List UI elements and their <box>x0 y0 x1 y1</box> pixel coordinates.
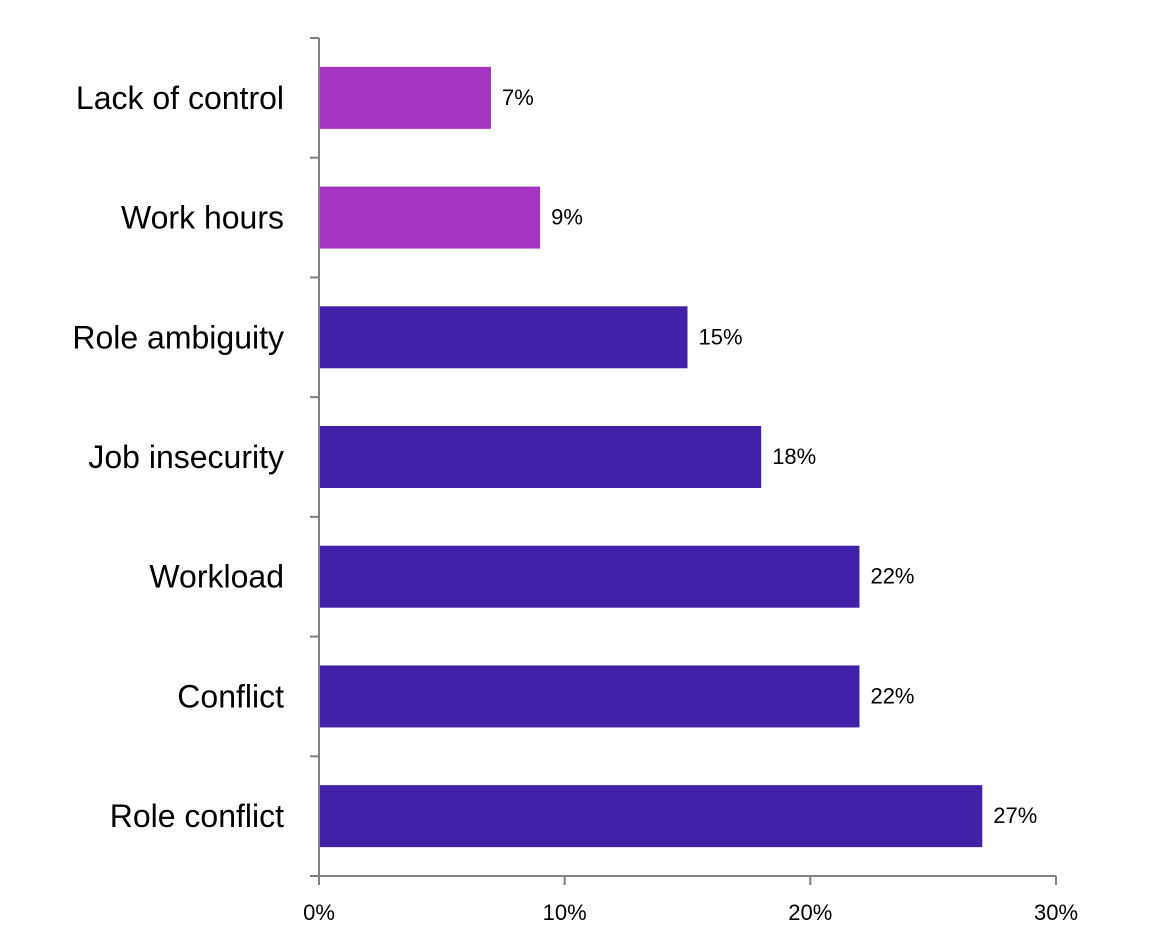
category-label: Work hours <box>121 200 284 236</box>
value-label: 27% <box>993 803 1037 828</box>
bar <box>320 306 688 369</box>
category-label: Role ambiguity <box>72 319 284 355</box>
bar <box>320 186 541 249</box>
value-labels-group: 7% 9% 15% 18% 22% 22% 27% <box>502 85 1037 828</box>
bars-group <box>320 66 983 848</box>
value-label: 22% <box>870 564 914 589</box>
value-label: 15% <box>699 324 743 349</box>
category-labels-group: Lack of control Work hours Role ambiguity J… <box>72 80 284 834</box>
value-label: 22% <box>870 683 914 708</box>
bar <box>320 66 491 129</box>
bar <box>320 426 762 488</box>
axes-group <box>310 37 1056 877</box>
category-label: Lack of control <box>76 80 284 116</box>
bar <box>320 785 983 848</box>
category-label: Role conflict <box>110 798 284 834</box>
category-label: Job insecurity <box>88 439 284 475</box>
value-label: 18% <box>772 444 816 469</box>
value-label: 9% <box>551 205 583 230</box>
x-ticks-group: 0% 10% 20% 30% <box>303 876 1078 925</box>
x-tick-label: 20% <box>788 900 832 925</box>
bar <box>320 665 860 728</box>
category-label: Workload <box>149 559 284 595</box>
x-tick-label: 10% <box>543 900 587 925</box>
x-tick-label: 30% <box>1034 900 1078 925</box>
category-label: Conflict <box>177 678 284 714</box>
bar <box>320 545 860 608</box>
value-label: 7% <box>502 85 534 110</box>
x-tick-label: 0% <box>303 900 335 925</box>
